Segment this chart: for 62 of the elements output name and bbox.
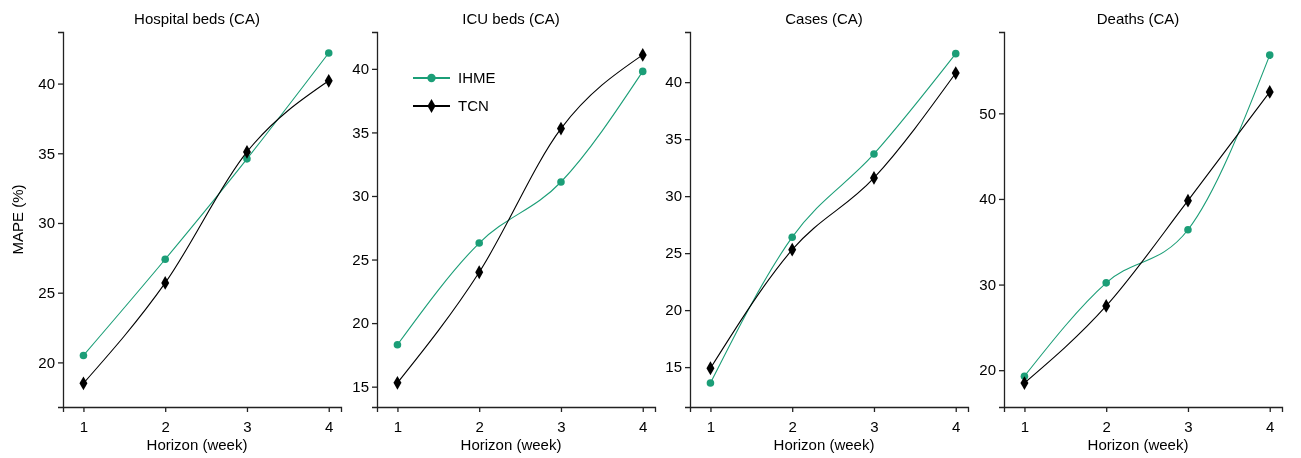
x-tick-label: 1 (393, 417, 403, 435)
x-axis-title: Horizon (week) (460, 436, 562, 453)
x-tick-label: 1 (1020, 417, 1030, 435)
x-axis-title: Horizon (week) (773, 436, 875, 453)
y-tick-label: 40 (665, 73, 682, 91)
x-tick-label: 1 (706, 417, 716, 435)
chart-title: Deaths (CA) (1096, 10, 1180, 27)
point (1102, 279, 1110, 287)
y-tick-label: 50 (979, 104, 996, 122)
y-tick-label: 25 (665, 244, 682, 262)
y-tick-label: 35 (352, 123, 369, 141)
y-tick-label: 20 (38, 353, 55, 371)
chart-title: Cases (CA) (785, 10, 863, 27)
y-tick-label: 40 (352, 60, 369, 78)
x-tick-label: 2 (161, 417, 170, 435)
point (870, 150, 878, 158)
y-tick-label: 25 (38, 283, 55, 301)
x-tick-label: 3 (870, 417, 879, 435)
y-tick-label: 15 (665, 358, 682, 376)
point (557, 178, 565, 186)
y-tick-label: 15 (352, 377, 369, 395)
x-tick-label: 4 (639, 417, 648, 435)
y-tick-label: 20 (979, 361, 996, 379)
y-tick-label: 40 (979, 190, 996, 208)
chart-title: Hospital beds (CA) (134, 10, 260, 27)
x-tick-label: 2 (788, 417, 797, 435)
legend-label: IHME (458, 69, 496, 86)
y-axis-title: MAPE (%) (9, 184, 26, 255)
x-tick-label: 3 (1184, 417, 1193, 435)
x-tick-label: 4 (1266, 417, 1275, 435)
y-tick-label: 25 (352, 250, 369, 268)
y-tick-label: 35 (665, 130, 682, 148)
point (475, 239, 483, 247)
y-tick-label: 30 (352, 187, 369, 205)
point (161, 255, 169, 264)
x-tick-label: 3 (557, 417, 566, 435)
y-tick-label: 40 (38, 74, 55, 92)
point (1265, 51, 1274, 59)
point (393, 340, 402, 349)
point (1184, 226, 1192, 234)
y-tick-label: 30 (665, 187, 682, 205)
x-tick-label: 4 (952, 417, 961, 435)
point (638, 67, 647, 76)
point (951, 49, 960, 58)
x-tick-label: 3 (243, 417, 252, 435)
x-tick-label: 4 (325, 417, 334, 435)
y-tick-label: 35 (38, 144, 55, 162)
x-tick-label: 2 (1102, 417, 1111, 435)
y-tick-label: 20 (665, 301, 682, 319)
x-axis-title: Horizon (week) (146, 436, 248, 453)
point (788, 233, 796, 241)
x-tick-label: 2 (475, 417, 484, 435)
point (79, 351, 88, 360)
y-tick-label: 20 (352, 314, 369, 332)
x-axis-title: Horizon (week) (1087, 436, 1189, 453)
y-tick-label: 30 (38, 214, 55, 232)
y-tick-label: 30 (979, 275, 996, 293)
x-tick-label: 1 (79, 417, 89, 435)
legend-label: TCN (458, 97, 489, 114)
point (324, 49, 333, 57)
chart-title: ICU beds (CA) (462, 10, 560, 27)
point (706, 379, 715, 387)
